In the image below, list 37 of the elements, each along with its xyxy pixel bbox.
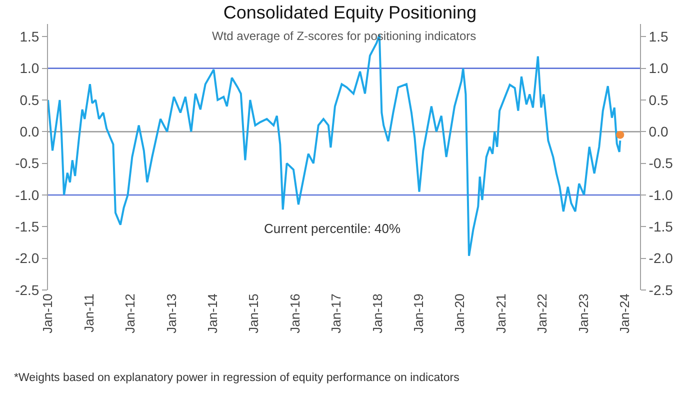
x-tick-label: Jan-22 (534, 294, 550, 334)
y2-tick-label: -1.5 (648, 218, 674, 235)
y-tick-label: -1.5 (15, 218, 40, 235)
x-tick-label: Jan-20 (452, 294, 468, 334)
x-tick-label: Jan-10 (40, 294, 56, 334)
y-tick-label: -1.0 (15, 186, 40, 203)
x-tick-label: Jan-19 (411, 294, 426, 334)
x-tick-label: Jan-13 (164, 294, 179, 334)
y2-tick-label: 0.5 (648, 92, 668, 108)
y-tick-label: 0.0 (20, 124, 40, 140)
y-tick-label: -2.0 (15, 250, 40, 266)
y-tick-label: -2.5 (15, 282, 40, 298)
x-tick-label: Jan-18 (370, 294, 385, 334)
x-tick-label: Jan-15 (246, 294, 262, 334)
y2-tick-label: -2.5 (648, 282, 674, 298)
chart-subtitle: Wtd average of Z-scores for positioning indicators (212, 29, 476, 43)
y2-tick-label: -1.0 (648, 186, 674, 203)
x-tick-label: Jan-17 (328, 294, 344, 334)
chart-title: Consolidated Equity Positioning (223, 2, 477, 23)
x-tick-label: Jan-21 (493, 294, 508, 334)
y2-tick-label: -0.5 (648, 155, 674, 172)
y2-tick-label: 0.0 (648, 124, 668, 140)
y-tick-label: 1.0 (20, 60, 40, 76)
x-tick-label: Jan-23 (576, 294, 591, 334)
y2-tick-label: 1.5 (648, 28, 668, 45)
x-tick-label: Jan-11 (81, 294, 96, 332)
y-tick-label: 0.5 (20, 92, 40, 108)
x-tick-label: Jan-14 (205, 294, 220, 334)
y2-tick-label: 1.0 (648, 60, 668, 76)
y2-tick-label: -2.0 (648, 250, 674, 266)
x-tick-label: Jan-24 (616, 294, 632, 334)
x-tick-label: Jan-16 (287, 294, 302, 334)
annotation: Current percentile: 40% (264, 221, 402, 236)
y-tick-label: 1.5 (20, 28, 40, 45)
y-tick-label: -0.5 (15, 155, 40, 172)
text: *Weights based on explanatory power in regression of equity performance on indicators (14, 372, 460, 384)
x-tick-label: Jan-12 (122, 294, 138, 334)
